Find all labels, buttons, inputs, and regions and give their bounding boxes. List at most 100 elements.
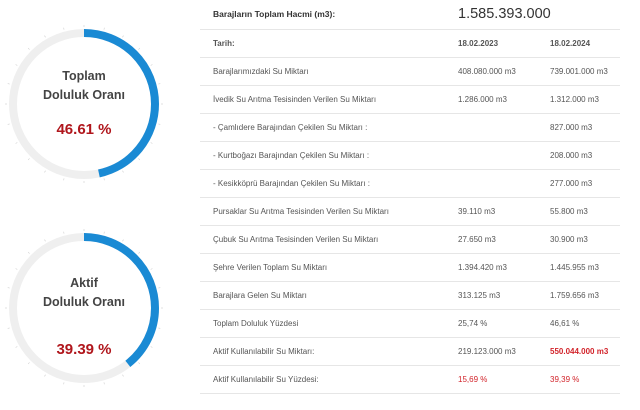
- total-fill-gauge: Toplam Doluluk Oranı 46.61 %: [5, 25, 163, 183]
- row-value-2024: 208.000 m3: [550, 151, 593, 160]
- row-value-2023: 408.080.000 m3: [458, 67, 516, 76]
- row-value-2024: 827.000 m3: [550, 123, 593, 132]
- gauge-percent: 39.39 %: [56, 341, 112, 358]
- row-label: Barajlara Gelen Su Miktarı: [213, 291, 307, 300]
- gauge-title-line2: Doluluk Oranı: [43, 295, 125, 309]
- row-label: Barajlarımızdaki Su Miktarı: [213, 67, 309, 76]
- gauge-tick: [63, 382, 65, 385]
- active-fill-gauge: Aktif Doluluk Oranı 39.39 %: [5, 229, 163, 387]
- gauge-tick: [7, 123, 10, 125]
- row-label: Şehre Verilen Toplam Su Miktarı: [213, 263, 328, 272]
- gauge-tick: [27, 47, 30, 50]
- row-label: Pursaklar Su Arıtma Tesisinden Verilen S…: [213, 207, 389, 216]
- row-value-2023: 1.286.000 m3: [458, 95, 507, 104]
- table-row: - Çamlıdere Barajından Çekilen Su Miktar…: [200, 114, 620, 142]
- row-label: Aktif Kullanılabilir Su Miktarı:: [213, 347, 315, 356]
- row-value-2023: 1.394.420 m3: [458, 263, 507, 272]
- date-header-label: Tarih:: [213, 39, 235, 48]
- row-value-2024: 1.445.955 m3: [550, 263, 599, 272]
- table-row: Barajlarımızdaki Su Miktarı 408.080.000 m…: [200, 58, 620, 86]
- gauge-tick: [122, 239, 124, 242]
- gauge-tick: [44, 170, 46, 173]
- gauge-tick: [103, 178, 105, 181]
- row-value-2023-highlight: 15,69 %: [458, 375, 488, 384]
- gauge-tick: [7, 327, 10, 329]
- gauge-tick: [138, 47, 141, 50]
- gauge-tick: [103, 231, 105, 234]
- gauge-tick: [158, 287, 161, 289]
- table-row: Aktif Kullanılabilir Su Miktarı: 219.123.…: [200, 338, 620, 366]
- gauge-tick: [158, 123, 161, 125]
- table-row: Çubuk Su Arıtma Tesisinden Verilen Su Mi…: [200, 226, 620, 254]
- row-label: İvedik Su Arıtma Tesisinden Verilen Su M…: [213, 95, 377, 104]
- gauge-tick: [27, 362, 30, 365]
- row-value-2024: 1.759.656 m3: [550, 291, 599, 300]
- gauge-percent: 46.61 %: [56, 121, 112, 138]
- table-row: Toplam Doluluk Yüzdesi 25,74 % 46,61 %: [200, 310, 620, 338]
- gauge-title: Toplam Doluluk Oranı: [5, 67, 163, 105]
- row-value-2023: 25,74 %: [458, 319, 488, 328]
- row-value-2024: 739.001.000 m3: [550, 67, 608, 76]
- row-value-2024-highlight: 550.044.000 m3: [550, 347, 609, 356]
- total-volume-label: Barajların Toplam Hacmi (m3):: [213, 9, 336, 19]
- gauge-ticks: [5, 229, 163, 387]
- table-row: Barajlara Gelen Su Miktarı 313.125 m3 1.75…: [200, 282, 620, 310]
- gauge-tick: [7, 83, 10, 85]
- date-column-2: 18.02.2024: [550, 39, 591, 48]
- gauge-tick: [15, 142, 18, 144]
- dam-stats-table: Barajların Toplam Hacmi (m3): 1.585.393.…: [200, 0, 620, 394]
- row-value-2024: 55.800 m3: [550, 207, 588, 216]
- gauge-title-line2: Doluluk Oranı: [43, 88, 125, 102]
- row-label: - Çamlıdere Barajından Çekilen Su Miktar…: [213, 123, 368, 132]
- gauge-tick: [7, 287, 10, 289]
- table-row: Pursaklar Su Arıtma Tesisinden Verilen S…: [200, 198, 620, 226]
- gauge-progress-arc: [9, 29, 159, 179]
- gauge-tick: [44, 35, 46, 38]
- gauge-title-line1: Aktif: [70, 276, 98, 290]
- gauge-tick: [63, 231, 65, 234]
- table-row: - Kesikköprü Barajından Çekilen Su Mikta…: [200, 170, 620, 198]
- table-row: Aktif Kullanılabilir Su Yüzdesi: 15,69 % 3…: [200, 366, 620, 394]
- gauge-tick: [15, 64, 18, 66]
- gauge-tick: [158, 327, 161, 329]
- row-label: - Kesikköprü Barajından Çekilen Su Mikta…: [213, 179, 370, 188]
- gauge-tick: [150, 64, 153, 66]
- gauge-tick: [150, 142, 153, 144]
- gauge-tick: [63, 178, 65, 181]
- row-value-2023: 313.125 m3: [458, 291, 501, 300]
- gauge-tick: [138, 251, 141, 254]
- row-label: - Kurtboğazı Barajından Çekilen Su Mikta…: [213, 151, 370, 160]
- row-label: Çubuk Su Arıtma Tesisinden Verilen Su Mi…: [213, 235, 379, 244]
- total-volume-value: 1.585.393.000: [458, 6, 551, 22]
- row-value-2023: 27.650 m3: [458, 235, 496, 244]
- row-label: Toplam Doluluk Yüzdesi: [213, 319, 299, 328]
- gauge-tick: [138, 362, 141, 365]
- gauge-tick: [150, 346, 153, 348]
- row-value-2024: 30.900 m3: [550, 235, 588, 244]
- gauge-tick: [15, 346, 18, 348]
- total-volume-row: Barajların Toplam Hacmi (m3): 1.585.393.…: [200, 0, 620, 30]
- gauge-tick: [122, 35, 124, 38]
- total-fill-gauge-ring: [5, 25, 163, 183]
- gauge-tick: [27, 251, 30, 254]
- gauge-tick: [122, 374, 124, 377]
- row-label: Aktif Kullanılabilir Su Yüzdesi:: [213, 375, 319, 384]
- table-row: - Kurtboğazı Barajından Çekilen Su Mikta…: [200, 142, 620, 170]
- row-value-2023: 39.110 m3: [458, 207, 496, 216]
- table-row: Şehre Verilen Toplam Su Miktarı 1.394.420…: [200, 254, 620, 282]
- gauge-tick: [27, 158, 30, 161]
- date-header-row: Tarih: 18.02.2023 18.02.2024: [200, 30, 620, 58]
- gauge-tick: [44, 374, 46, 377]
- gauge-tick: [103, 27, 105, 30]
- row-value-2024-highlight: 39,39 %: [550, 375, 580, 384]
- gauge-tick: [63, 27, 65, 30]
- gauge-tick: [122, 170, 124, 173]
- row-value-2024: 1.312.000 m3: [550, 95, 599, 104]
- gauge-tick: [138, 158, 141, 161]
- gauge-tick: [158, 83, 161, 85]
- gauge-tick: [44, 239, 46, 242]
- gauge-progress-arc: [9, 233, 159, 383]
- gauge-title: Aktif Doluluk Oranı: [5, 274, 163, 312]
- gauge-tick: [15, 268, 18, 270]
- gauge-tick: [150, 268, 153, 270]
